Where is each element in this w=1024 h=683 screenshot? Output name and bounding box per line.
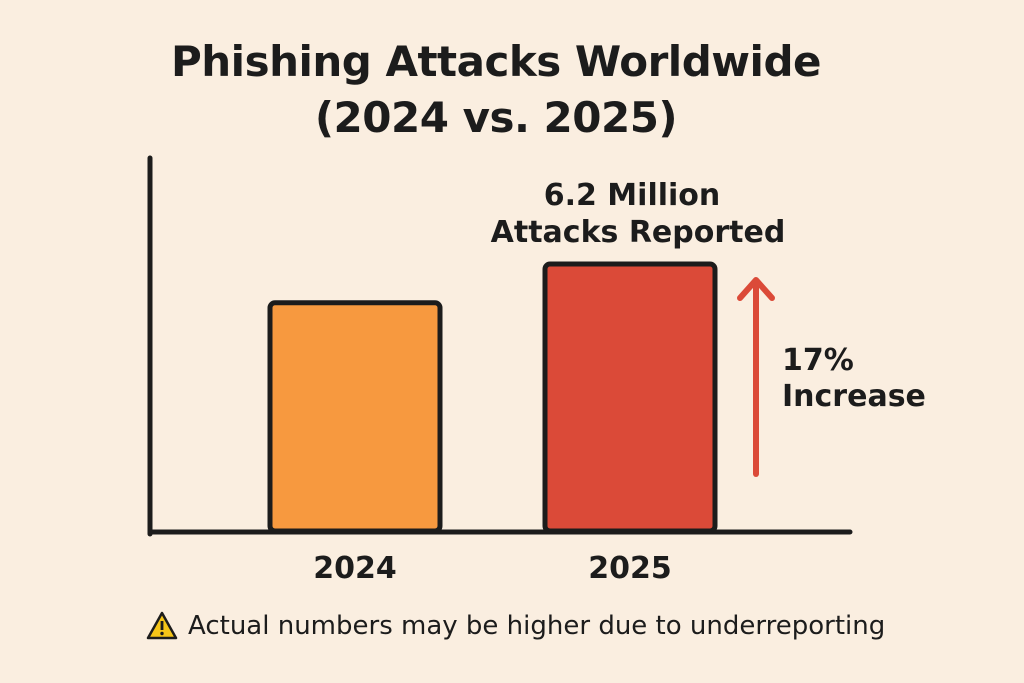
value-label-line-2: Attacks Reported: [491, 215, 786, 250]
footnote: Actual numbers may be higher due to unde…: [146, 606, 885, 646]
chart-title-line-2: (2024 vs. 2025): [314, 93, 678, 142]
increase-percent-label: 17%: [782, 343, 854, 378]
increase-text-label: Increase: [782, 379, 926, 414]
bars-group: [267, 261, 718, 534]
value-label-line-1: 6.2 Million: [544, 178, 721, 213]
warning-icon: [146, 611, 178, 640]
chart-title-line-1: Phishing Attacks Worldwide: [170, 37, 822, 86]
footnote-text: Actual numbers may be higher due to unde…: [188, 611, 886, 641]
x-tick-label-2024: 2024: [313, 551, 397, 586]
bar-2024: [267, 300, 443, 534]
x-tick-label-2025: 2025: [588, 551, 672, 586]
increase-arrow-icon: [737, 277, 775, 477]
bar-2025: [542, 261, 718, 534]
